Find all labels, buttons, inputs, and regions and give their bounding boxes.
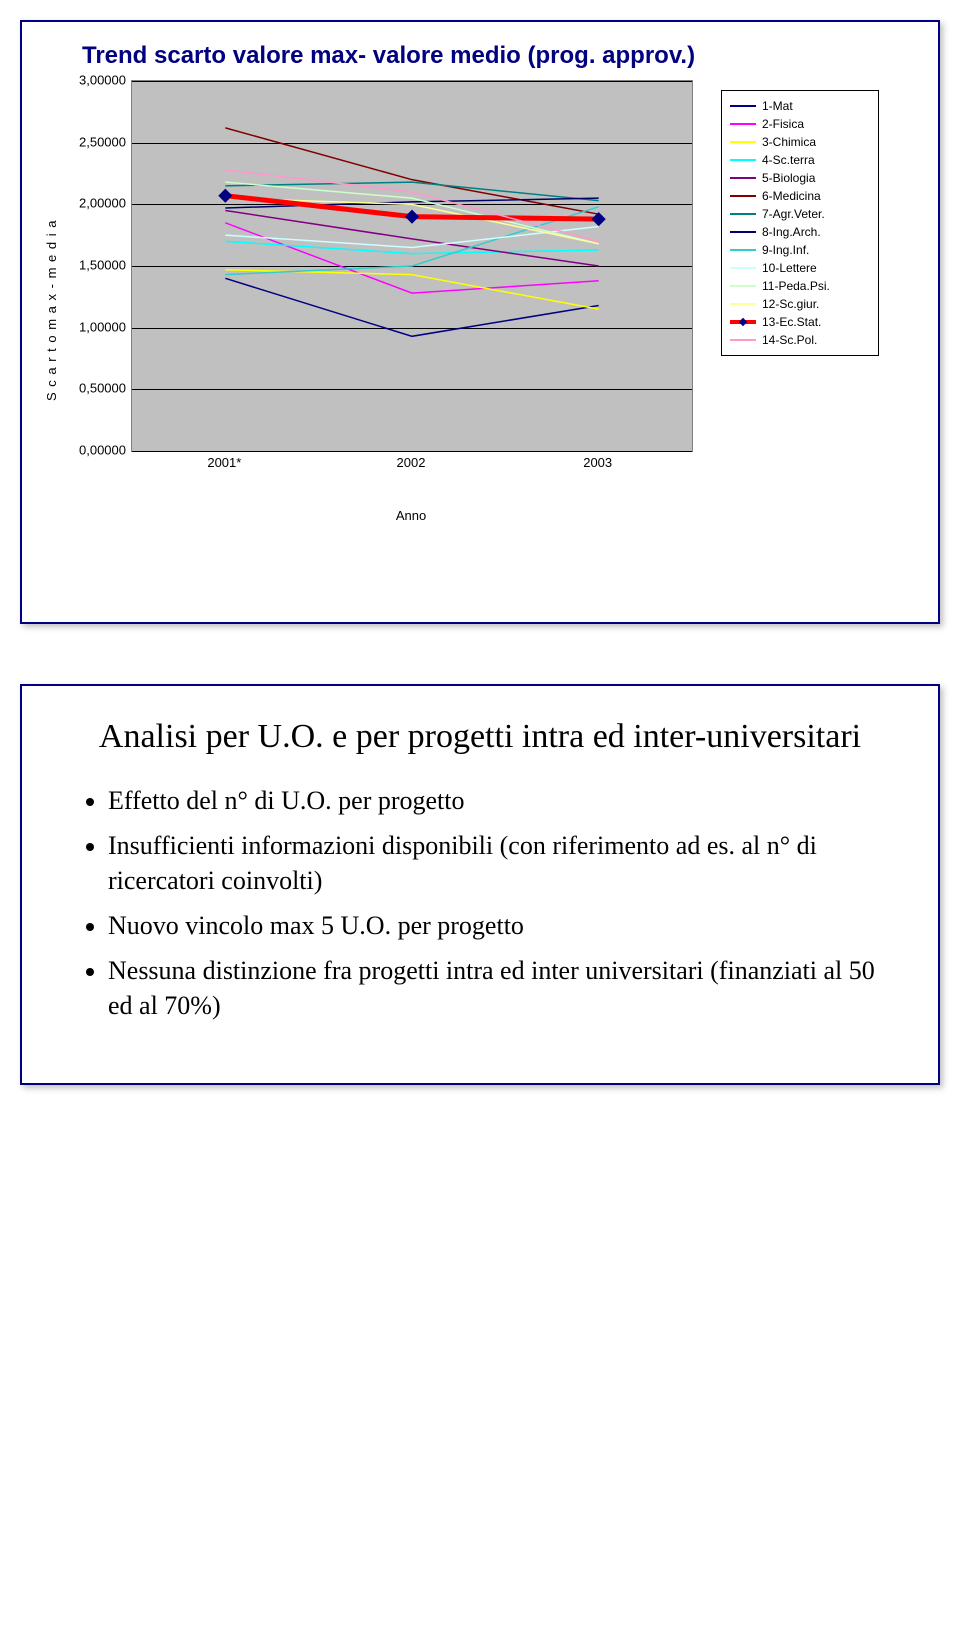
legend-swatch [730, 249, 756, 251]
legend-label: 6-Medicina [762, 189, 821, 203]
plot-area: 0,00000 0,50000 1,00000 1,50000 2,00000 2,500… [61, 80, 701, 480]
legend-item: 10-Lettere [730, 259, 870, 277]
series-marker [405, 210, 419, 224]
legend-swatch [730, 231, 756, 233]
legend-item: 11-Peda.Psi. [730, 277, 870, 295]
legend-swatch [730, 177, 756, 179]
legend-label: 7-Agr.Veter. [762, 207, 825, 221]
legend-swatch [730, 195, 756, 197]
legend-item: 14-Sc.Pol. [730, 331, 870, 349]
legend-swatch [730, 123, 756, 125]
legend-swatch [730, 267, 756, 269]
legend-swatch [730, 213, 756, 215]
legend-container: 1-Mat 2-Fisica 3-Chimica 4-Sc.terra 5-Biolog… [701, 80, 918, 540]
series-marker [592, 212, 606, 226]
legend-label: 14-Sc.Pol. [762, 333, 817, 347]
legend-label: 12-Sc.giur. [762, 297, 819, 311]
y-tick-label: 1,00000 [79, 319, 126, 334]
legend-label: 9-Ing.Inf. [762, 243, 809, 257]
legend-swatch [730, 141, 756, 143]
legend-label: 13-Ec.Stat. [762, 315, 821, 329]
legend-swatch [730, 320, 756, 324]
bullet-item: Effetto del n° di U.O. per progetto [108, 783, 888, 818]
y-tick-label: 1,50000 [79, 258, 126, 273]
legend-label: 5-Biologia [762, 171, 815, 185]
y-tick-label: 0,50000 [79, 381, 126, 396]
legend-item: 9-Ing.Inf. [730, 241, 870, 259]
legend-swatch [730, 105, 756, 107]
x-axis-label: Anno [131, 508, 691, 523]
legend-swatch [730, 159, 756, 161]
series-line [225, 278, 598, 336]
legend-item: 4-Sc.terra [730, 151, 870, 169]
y-axis-label: S c a r t o m a x - m e d i a [42, 80, 61, 540]
x-tick-label: 2003 [504, 455, 691, 470]
chart-body: S c a r t o m a x - m e d i a 0,00000 0,5… [42, 80, 918, 540]
bullet-list: Effetto del n° di U.O. per progetto Insuf… [72, 783, 888, 1024]
y-tick-label: 0,00000 [79, 443, 126, 458]
bullet-item: Nessuna distinzione fra progetti intra e… [108, 953, 888, 1023]
chart-panel: Trend scarto valore max- valore medio (p… [20, 20, 940, 624]
series-line [225, 270, 598, 309]
legend-swatch [730, 303, 756, 305]
legend-item: 2-Fisica [730, 115, 870, 133]
legend-label: 3-Chimica [762, 135, 816, 149]
legend-item: 8-Ing.Arch. [730, 223, 870, 241]
y-tick-label: 3,00000 [79, 73, 126, 88]
y-tick-label: 2,50000 [79, 134, 126, 149]
series-marker [218, 189, 232, 203]
legend-label: 8-Ing.Arch. [762, 225, 821, 239]
legend-swatch [730, 339, 756, 341]
y-tick-label: 2,00000 [79, 196, 126, 211]
legend-item: 6-Medicina [730, 187, 870, 205]
legend-item: 1-Mat [730, 97, 870, 115]
legend-label: 2-Fisica [762, 117, 804, 131]
legend-item: 7-Agr.Veter. [730, 205, 870, 223]
x-tick-label: 2001* [131, 455, 318, 470]
legend-item: 3-Chimica [730, 133, 870, 151]
legend-box: 1-Mat 2-Fisica 3-Chimica 4-Sc.terra 5-Biolog… [721, 90, 879, 356]
x-tick-label: 2002 [318, 455, 505, 470]
legend-item: 5-Biologia [730, 169, 870, 187]
legend-label: 11-Peda.Psi. [762, 279, 830, 293]
bullet-item: Insufficienti informazioni disponibili (… [108, 828, 888, 898]
gridline [132, 451, 692, 452]
legend-label: 1-Mat [762, 99, 793, 113]
line-series-svg [132, 81, 692, 451]
text-title: Analisi per U.O. e per progetti intra ed… [72, 716, 888, 759]
x-axis: 2001*20022003 [131, 455, 691, 470]
legend-item: 12-Sc.giur. [730, 295, 870, 313]
chart-title: Trend scarto valore max- valore medio (p… [42, 42, 918, 70]
legend-swatch [730, 285, 756, 287]
text-panel: Analisi per U.O. e per progetti intra ed… [20, 684, 940, 1085]
bullet-item: Nuovo vincolo max 5 U.O. per progetto [108, 908, 888, 943]
legend-label: 4-Sc.terra [762, 153, 815, 167]
legend-item: 13-Ec.Stat. [730, 313, 870, 331]
legend-label: 10-Lettere [762, 261, 817, 275]
plot-background [131, 80, 693, 452]
